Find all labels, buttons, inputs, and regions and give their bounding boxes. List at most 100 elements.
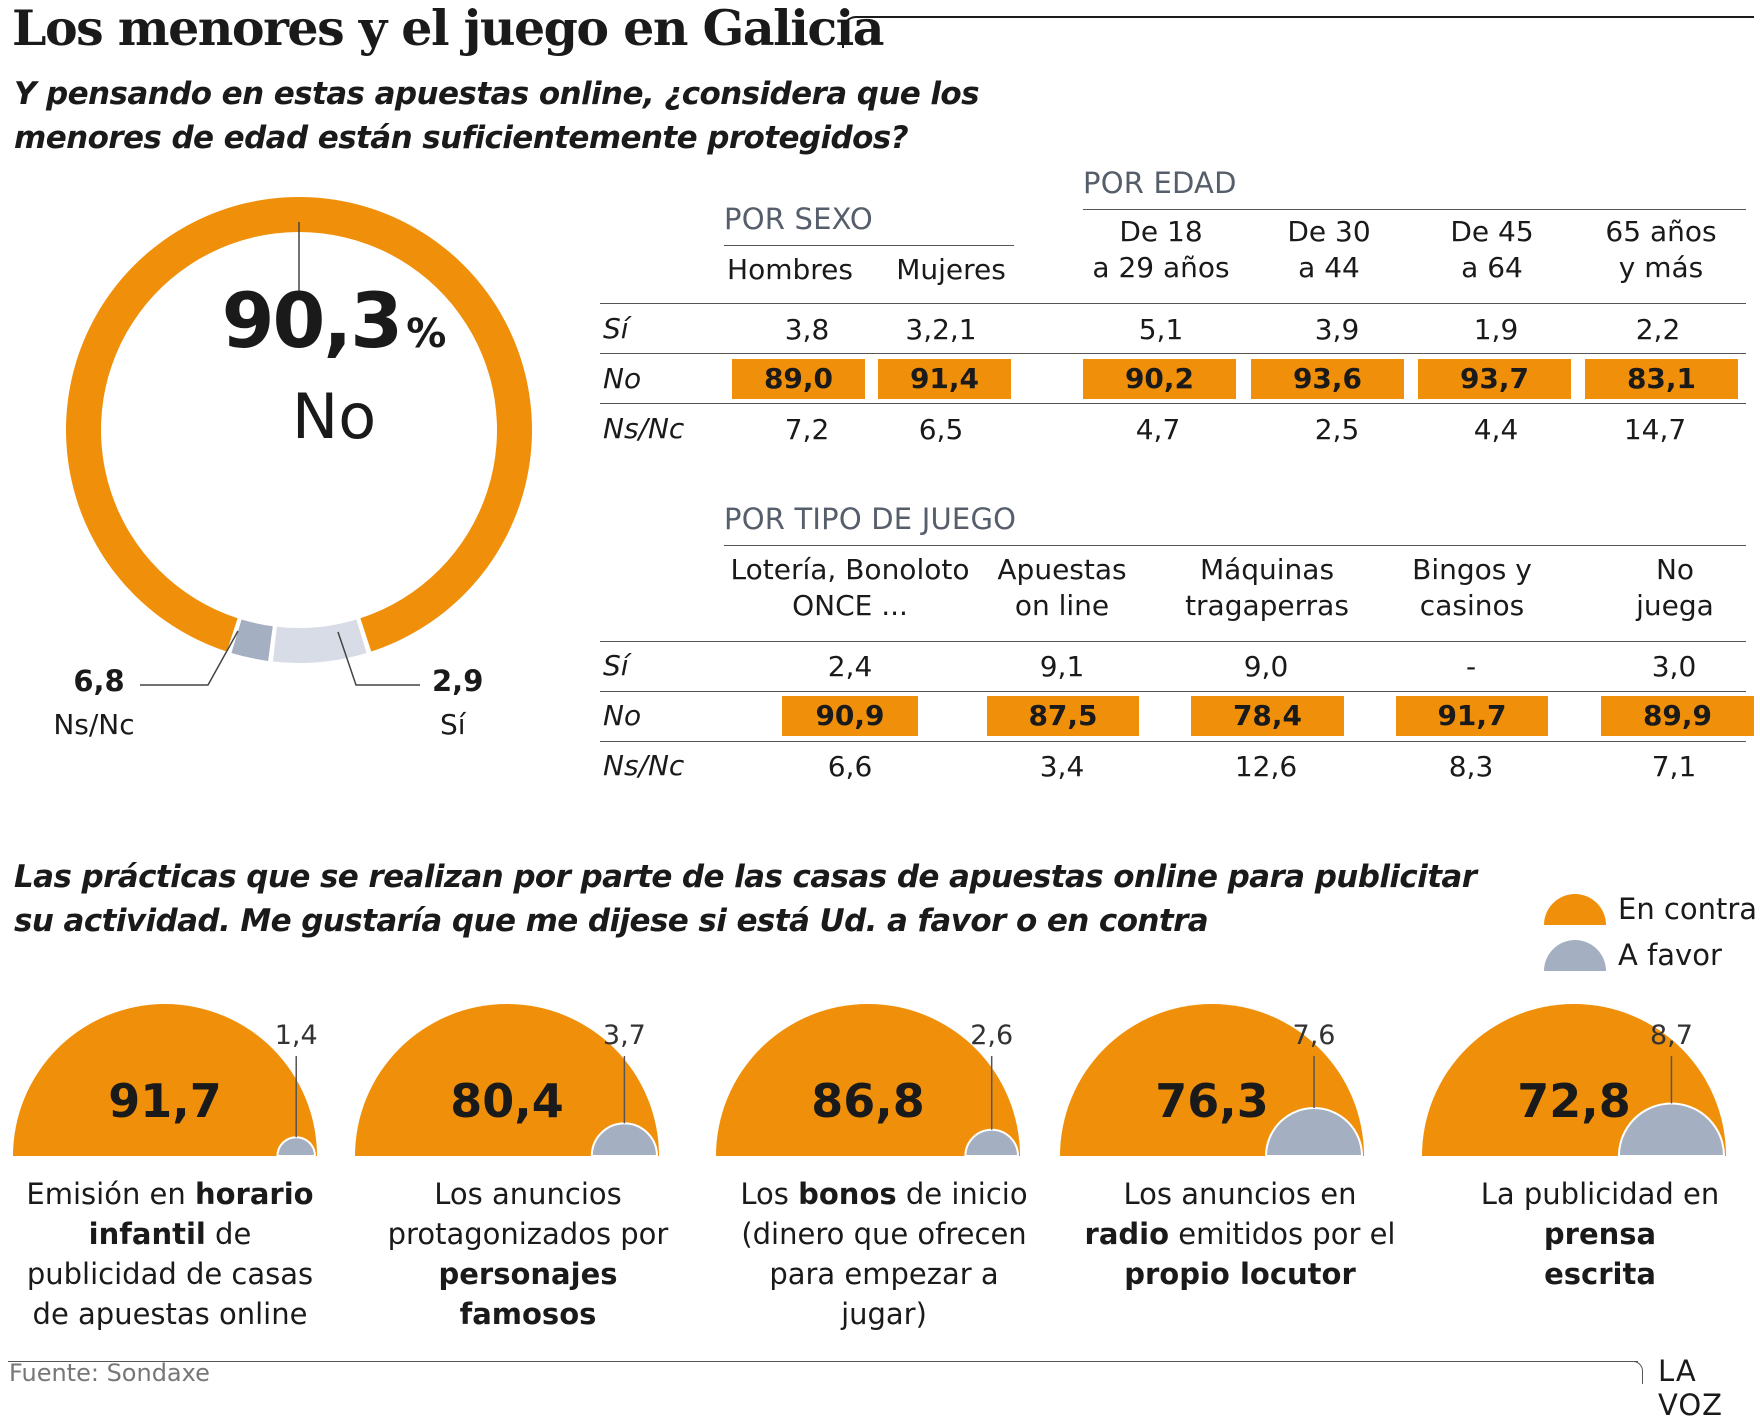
rule-top-1 xyxy=(600,303,1746,304)
row-label-si: Sí xyxy=(603,312,629,345)
legend-swatch-favor xyxy=(1544,939,1606,971)
semi-favor-3 xyxy=(964,1128,1020,1157)
semi-caption-line: prensa xyxy=(1440,1214,1760,1254)
cell-tipo-ns-bingos: 8,3 xyxy=(1448,750,1494,783)
question-line-1: Y pensando en estas apuestas online, ¿co… xyxy=(14,76,980,112)
semi-caption-line: Los anuncios xyxy=(368,1174,688,1214)
cell-edad-no-65: 83,1 xyxy=(1585,359,1738,399)
caption-text: de xyxy=(205,1217,252,1251)
cell-edad-si-65: 2,2 xyxy=(1635,313,1681,346)
semi-caption-5: La publicidad en prensa escrita xyxy=(1440,1174,1760,1294)
semi-favor-value-3: 2,6 xyxy=(970,1020,1014,1051)
col-edad-30-44-line1: De 30 xyxy=(1287,215,1371,248)
cell-edad-ns-65: 14,7 xyxy=(1623,413,1687,446)
title-rule xyxy=(842,16,1754,48)
donut-main-label: No xyxy=(291,380,377,453)
col-edad-45-64: De 45 a 64 xyxy=(1415,214,1569,286)
donut-segments xyxy=(65,197,533,664)
heading-por-tipo: POR TIPO DE JUEGO xyxy=(724,502,1017,536)
semi-caption-line: (dinero que ofrecen xyxy=(724,1214,1044,1254)
legend-label-contra: En contra xyxy=(1618,892,1758,926)
cell-tipo-si-nojuega: 3,0 xyxy=(1651,650,1697,683)
col-edad-18-29-line1: De 18 xyxy=(1119,215,1203,248)
legend-item-contra: En contra xyxy=(1544,886,1757,932)
semicircle-marks xyxy=(13,1004,1726,1157)
cell-tipo-si-apuestas: 9,1 xyxy=(1039,650,1085,683)
cell-edad-si-30: 3,9 xyxy=(1314,313,1360,346)
semi-caption-line: Los bonos de inicio xyxy=(724,1174,1044,1214)
col-edad-65-line2: y más xyxy=(1618,251,1704,284)
cell-tipo-no-apuestas: 87,5 xyxy=(987,696,1139,736)
cell-sexo-no-hombres: 89,0 xyxy=(732,359,865,399)
semi-caption-line: protagonizados por xyxy=(368,1214,688,1254)
col-tipo-nojuega: No juega xyxy=(1600,552,1750,624)
col-tipo-loteria: Lotería, Bonoloto ONCE ... xyxy=(722,552,978,624)
semi-caption-4: Los anuncios en radio emitidos por el prop… xyxy=(1080,1174,1400,1294)
semi-caption-line: de apuestas online xyxy=(10,1294,330,1334)
semi-contra-value-1: 91,7 xyxy=(108,1074,222,1128)
rule-bottom-1 xyxy=(600,641,1746,642)
caption-text: publicidad de casas xyxy=(26,1257,314,1291)
cell-tipo-ns-apuestas: 3,4 xyxy=(1039,750,1085,783)
legend: En contra A favor xyxy=(1544,886,1757,978)
col-edad-65: 65 años y más xyxy=(1584,214,1738,286)
cell-tipo-no-maquinas: 78,4 xyxy=(1191,696,1344,736)
col-edad-18-29: De 18 a 29 años xyxy=(1084,214,1238,286)
col-tipo-loteria-line1: Lotería, Bonoloto xyxy=(730,553,970,586)
col-tipo-apuestas: Apuestas on line xyxy=(986,552,1138,624)
caption-text: Los xyxy=(740,1177,799,1211)
col-edad-18-29-line2: a 29 años xyxy=(1092,251,1230,284)
caption-text: La publicidad en xyxy=(1480,1177,1720,1211)
semi-contra-value-5: 72,8 xyxy=(1517,1074,1631,1128)
semi-caption-line: escrita xyxy=(1440,1254,1760,1294)
caption-text: Los anuncios en xyxy=(1123,1177,1357,1211)
donut-ns-label: Ns/Nc xyxy=(53,708,135,741)
caption-emphasis: personajes xyxy=(438,1257,618,1291)
col-edad-30-44: De 30 a 44 xyxy=(1252,214,1406,286)
row-label-no: No xyxy=(603,362,642,395)
semi-caption-line: publicidad de casas xyxy=(10,1254,330,1294)
rule-por-sexo xyxy=(724,245,1014,246)
col-tipo-apuestas-line1: Apuestas xyxy=(997,553,1127,586)
cell-tipo-ns-loteria: 6,6 xyxy=(827,750,873,783)
semi-caption-line: jugar) xyxy=(724,1294,1044,1334)
question-line-2: menores de edad están suficientemente pr… xyxy=(14,120,909,156)
caption-text: de inicio xyxy=(896,1177,1028,1211)
cell-tipo-no-nojuega: 89,9 xyxy=(1601,696,1754,736)
col-hombres: Hombres xyxy=(727,253,853,286)
donut-segment-si xyxy=(231,619,273,661)
row-label-ns: Ns/Nc xyxy=(603,412,685,445)
semi-caption-line: para empezar a xyxy=(724,1254,1044,1294)
semi-contra-value-3: 86,8 xyxy=(811,1074,925,1128)
caption-text: de apuestas online xyxy=(32,1297,308,1331)
cell-tipo-ns-nojuega: 7,1 xyxy=(1651,750,1697,783)
footer-source: Fuente: Sondaxe xyxy=(9,1359,210,1387)
col-tipo-nojuega-line2: juega xyxy=(1636,589,1714,622)
donut-main-value: 90,3 xyxy=(221,276,404,365)
rule-bottom-2 xyxy=(600,691,1746,692)
footer-rule xyxy=(8,1361,1638,1362)
semi-favor-5 xyxy=(1617,1102,1726,1157)
caption-text: protagonizados por xyxy=(387,1217,669,1251)
semi-caption-line: infantil de xyxy=(10,1214,330,1254)
rule-bottom-3 xyxy=(600,741,1746,742)
cell-tipo-ns-maquinas: 12,6 xyxy=(1234,750,1298,783)
cell-sexo-si-mujeres: 3,2,1 xyxy=(905,313,977,346)
cell-edad-no-30: 93,6 xyxy=(1251,359,1404,399)
footer-rule-corner xyxy=(1628,1361,1643,1384)
col-tipo-maquinas: Máquinas tragaperras xyxy=(1172,552,1362,624)
caption-text: Los anuncios xyxy=(434,1177,622,1211)
donut-center: 90,3 % xyxy=(184,276,484,365)
donut-ns-leader xyxy=(140,630,239,686)
semi-caption-1: Emisión en horario infantil de publicidad … xyxy=(10,1174,330,1334)
col-mujeres: Mujeres xyxy=(896,253,1006,286)
semi-caption-line: La publicidad en xyxy=(1440,1174,1760,1214)
caption-emphasis: bonos xyxy=(798,1177,897,1211)
semi-contra-2 xyxy=(355,1004,659,1156)
semi-caption-line: famosos xyxy=(368,1294,688,1334)
col-edad-45-64-line2: a 64 xyxy=(1461,251,1523,284)
col-tipo-maquinas-line2: tragaperras xyxy=(1185,589,1349,622)
semi-favor-1 xyxy=(276,1136,317,1157)
rule-por-edad xyxy=(1083,209,1746,210)
col-tipo-nojuega-line1: No xyxy=(1655,553,1695,586)
